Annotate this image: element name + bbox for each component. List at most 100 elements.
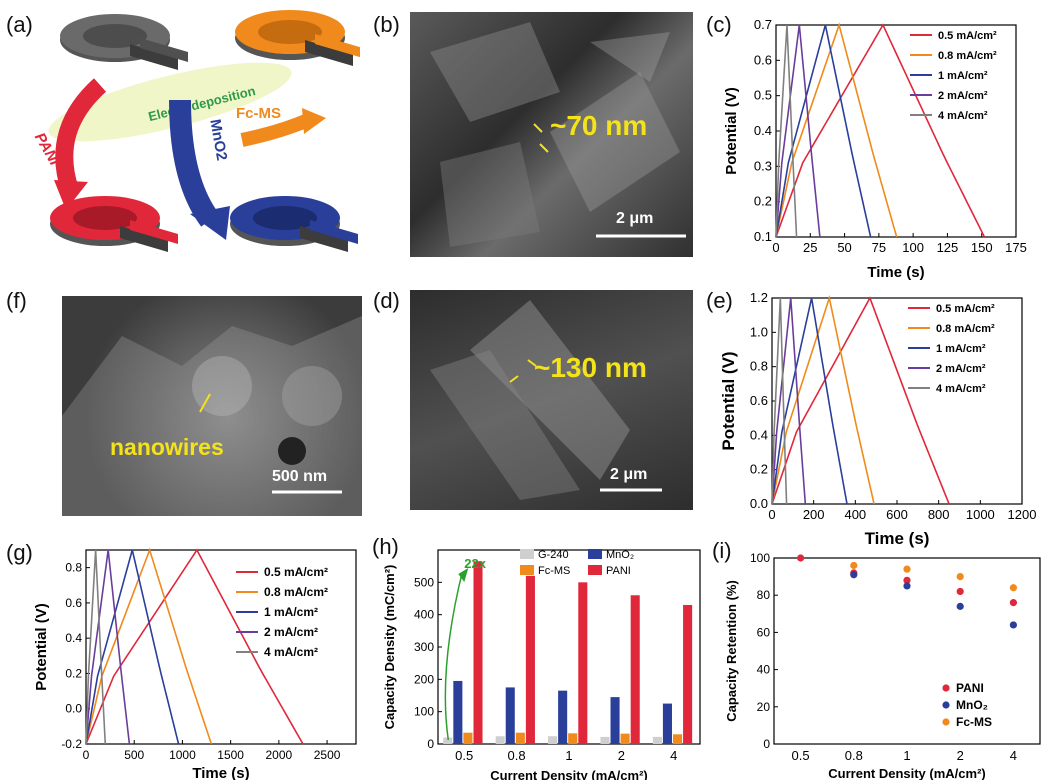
x-axis-label: Current Density (mA/cm²) [490, 768, 647, 780]
legend-label-2: 1 mA/cm² [936, 343, 986, 355]
point-MnO₂-4 [1009, 621, 1017, 629]
y-tick-label: 0.0 [750, 496, 768, 511]
bar-G-240-0.8 [495, 736, 505, 744]
x-tick-label: 100 [902, 240, 924, 255]
gcd-curve-3 [771, 297, 807, 505]
panel-label-c: (c) [706, 12, 732, 37]
y-tick-label: 0.3 [754, 158, 772, 173]
y-axis-label: Potential (V) [720, 351, 738, 450]
x-tick-label: 0.5 [792, 748, 810, 763]
y-tick-label: 300 [414, 640, 434, 654]
legend-label-3: 2 mA/cm² [936, 363, 986, 375]
gcd-curve-4 [85, 549, 107, 745]
electrode-mno2 [230, 196, 358, 252]
gcd-curve-2 [771, 297, 848, 505]
y-tick-label: 0.4 [65, 631, 82, 645]
growth-arrow [444, 571, 464, 741]
y-tick-label: 60 [757, 625, 771, 639]
x-tick-label: 0 [83, 748, 90, 762]
y-tick-label: 0 [763, 737, 770, 751]
legend-label-0: 0.5 mA/cm² [938, 30, 997, 42]
panel-label-h: (h) [372, 534, 399, 559]
x-tick-label: 600 [886, 507, 908, 522]
point-Fc-MS-4 [1009, 584, 1017, 592]
y-tick-label: 0.4 [750, 427, 768, 442]
y-tick-label: 40 [757, 663, 771, 677]
legend-label-4: 4 mA/cm² [938, 110, 988, 122]
x-tick-label: 25 [803, 240, 817, 255]
x-tick-label: 125 [937, 240, 959, 255]
y-tick-label: 0.2 [750, 462, 768, 477]
x-tick-label: 800 [928, 507, 950, 522]
bar-Fc-MS-4 [672, 734, 683, 744]
legend-label-4: 4 mA/cm² [264, 645, 318, 659]
bar-PANI-2 [630, 595, 640, 744]
legend-swatch-3 [588, 565, 602, 575]
point-PANI-4 [1009, 599, 1017, 607]
bar-MnO₂-2 [610, 697, 620, 744]
x-tick-label: 400 [844, 507, 866, 522]
y-tick-label: 0.4 [754, 123, 772, 138]
y-axis-label: Potential (V) [723, 87, 740, 175]
y-tick-label: 0.0 [65, 702, 82, 716]
y-axis-label: Potential (V) [33, 603, 50, 691]
fcms-arrow-label: Fc-MS [236, 105, 281, 122]
legend-label-0: 0.5 mA/cm² [936, 303, 995, 315]
point-MnO₂-1 [903, 582, 911, 590]
x-tick-label: 0.5 [455, 748, 473, 763]
gcd-curve-2 [775, 24, 872, 238]
y-tick-label: 0.6 [750, 393, 768, 408]
x-tick-label: 0.8 [845, 748, 863, 763]
x-tick-label: 50 [837, 240, 851, 255]
x-tick-label: 175 [1005, 240, 1027, 255]
bar-PANI-0.5 [473, 561, 483, 744]
legend-label-2: Fc-MS [956, 715, 992, 729]
legend-swatch-1 [942, 701, 950, 709]
arrow-pani [55, 78, 107, 193]
sem-image-d: ~130 nm 2 μm [410, 290, 693, 510]
legend-label-2: 1 mA/cm² [264, 605, 318, 619]
point-PANI-2 [956, 587, 964, 596]
gcd-curve-1 [85, 547, 213, 745]
point-Fc-MS-0.8 [850, 561, 858, 570]
x-axis-label: Time (s) [867, 264, 924, 281]
panel-label-i: (i) [712, 538, 732, 563]
legend-swatch-1 [588, 549, 602, 559]
chart-c: 0.1 0.2 0.3 0.4 0.5 0.6 0.7 Potential (V) Time (… [723, 17, 1027, 281]
panel-label-g: (g) [6, 540, 33, 565]
legend-label-0: 0.5 mA/cm² [264, 565, 328, 579]
x-tick-label: 1000 [966, 507, 995, 522]
gcd-curve-4 [775, 24, 798, 238]
electrode-bare [60, 14, 188, 70]
bar-G-240-4 [652, 736, 662, 744]
panel-label-f: (f) [6, 288, 27, 313]
legend-label-1: MnO₂ [606, 549, 634, 561]
legend-swatch-2 [520, 565, 534, 575]
y-tick-label: 1.2 [750, 290, 768, 305]
bar-G-240-0.5 [443, 737, 453, 744]
chart-g: -0.2 0.0 0.2 0.4 0.6 0.8 Potential (V) Time (s)… [33, 547, 357, 780]
y-tick-label: 100 [750, 551, 770, 565]
y-axis-label: Capacity Retention (%) [724, 580, 739, 722]
bar-MnO₂-1 [558, 690, 568, 744]
mno2-arrow-label: MnO2 [206, 118, 230, 162]
y-tick-label: 80 [757, 588, 771, 602]
legend-label-1: 0.8 mA/cm² [938, 50, 997, 62]
y-tick-label: 100 [414, 705, 434, 719]
plot-frame [85, 549, 357, 745]
y-tick-label: 0.1 [754, 229, 772, 244]
chart-e: 0.0 0.2 0.4 0.6 0.8 1.0 1.2 Potential (V) Time (… [720, 290, 1036, 548]
x-axis-label: Current Density (mA/cm²) [828, 766, 985, 780]
bar-Fc-MS-1 [568, 733, 578, 744]
y-tick-label: 1.0 [750, 324, 768, 339]
point-PANI-0.5 [797, 554, 805, 562]
x-tick-label: 2500 [314, 748, 341, 762]
sem-image-f: nanowires 500 nm [62, 296, 362, 516]
legend-label-4: 4 mA/cm² [936, 383, 986, 395]
x-tick-label: 1000 [169, 748, 196, 762]
x-tick-label: 200 [803, 507, 825, 522]
y-tick-label: 0 [427, 737, 434, 751]
legend-swatch-0 [942, 684, 950, 692]
x-tick-label: 0 [772, 240, 779, 255]
gcd-curve-3 [775, 24, 821, 238]
